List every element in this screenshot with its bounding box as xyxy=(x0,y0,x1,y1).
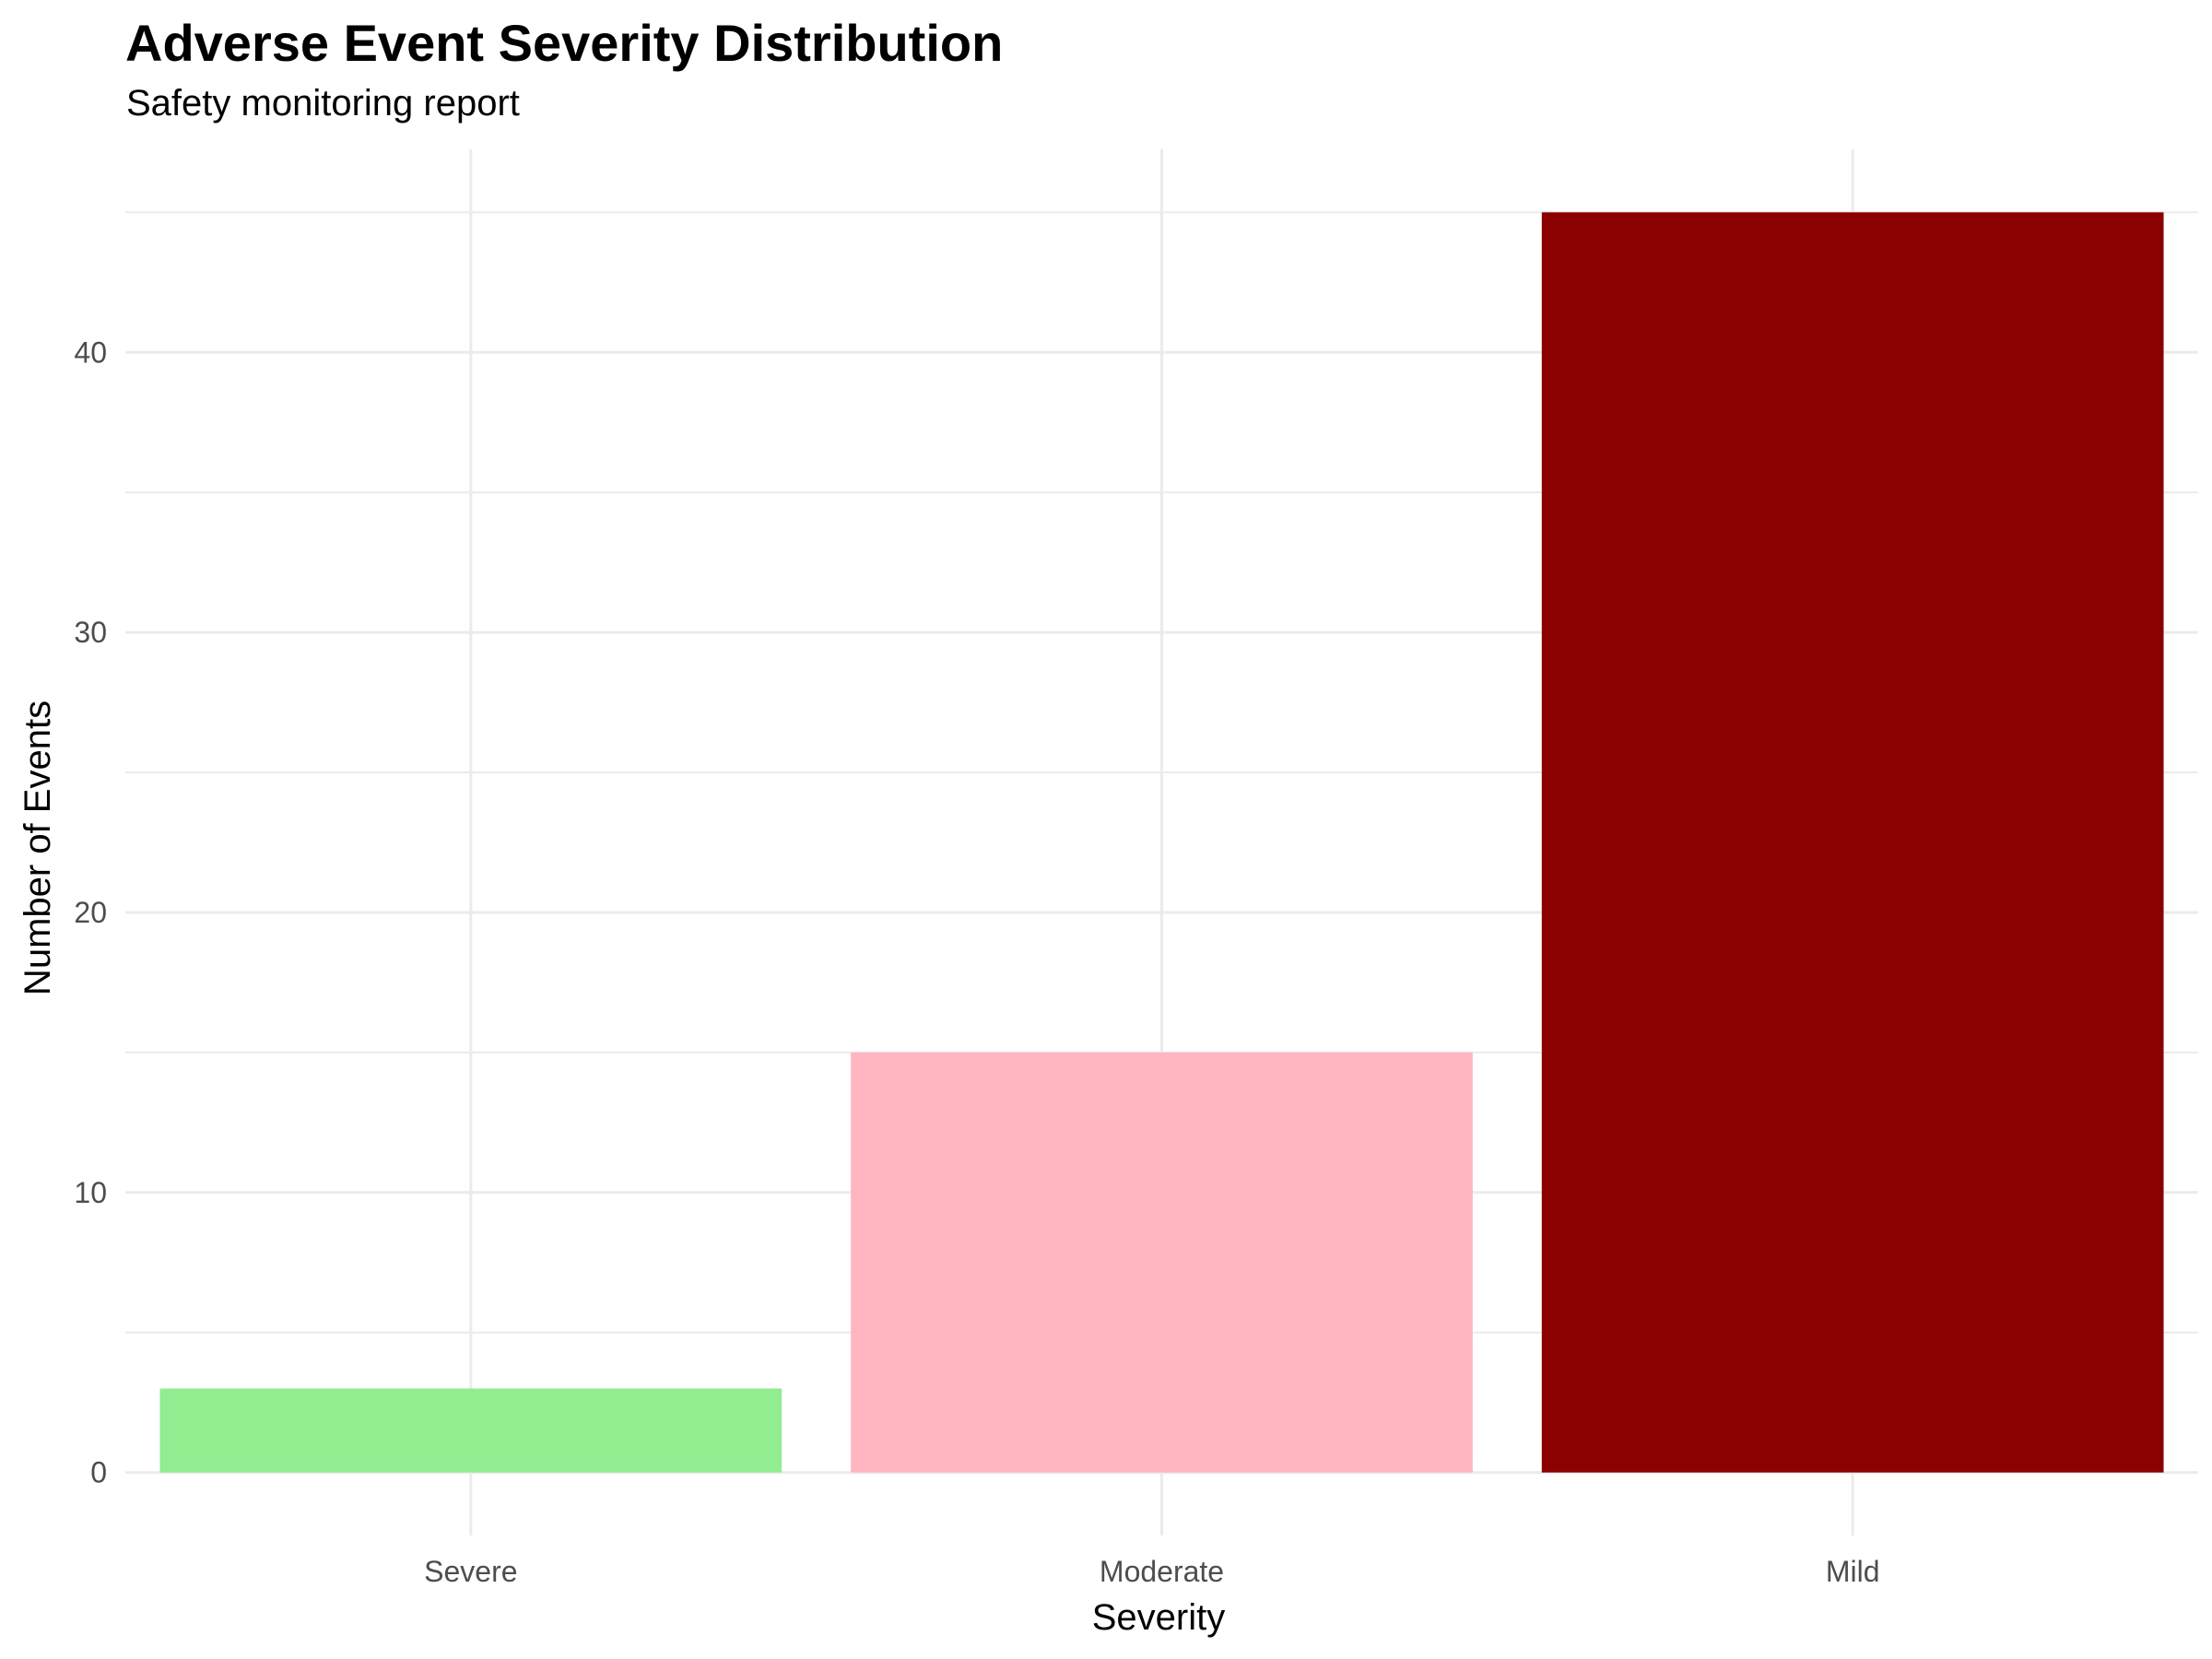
y-tick-label: 30 xyxy=(74,616,107,649)
chart-subtitle: Safety monitoring report xyxy=(126,83,520,124)
y-axis-title: Number of Events xyxy=(18,700,58,995)
y-tick-label: 20 xyxy=(74,896,107,929)
x-tick-label: Moderate xyxy=(1100,1555,1224,1588)
bar-moderate xyxy=(851,1052,1473,1473)
y-axis-ticks: 0 10 20 30 40 xyxy=(74,335,107,1488)
x-tick-label: Mild xyxy=(1826,1555,1880,1588)
x-axis-ticks: Severe Moderate Mild xyxy=(424,1555,1879,1588)
y-tick-label: 40 xyxy=(74,335,107,369)
y-tick-label: 0 xyxy=(90,1456,107,1489)
bar-severe xyxy=(159,1388,782,1473)
x-axis-title: Severity xyxy=(1092,1597,1226,1638)
y-tick-label: 10 xyxy=(74,1176,107,1209)
bar-mild xyxy=(1541,212,2164,1473)
x-tick-label: Severe xyxy=(424,1555,517,1588)
bars xyxy=(159,212,2164,1473)
chart-title: Adverse Event Severity Distribution xyxy=(125,14,1004,72)
